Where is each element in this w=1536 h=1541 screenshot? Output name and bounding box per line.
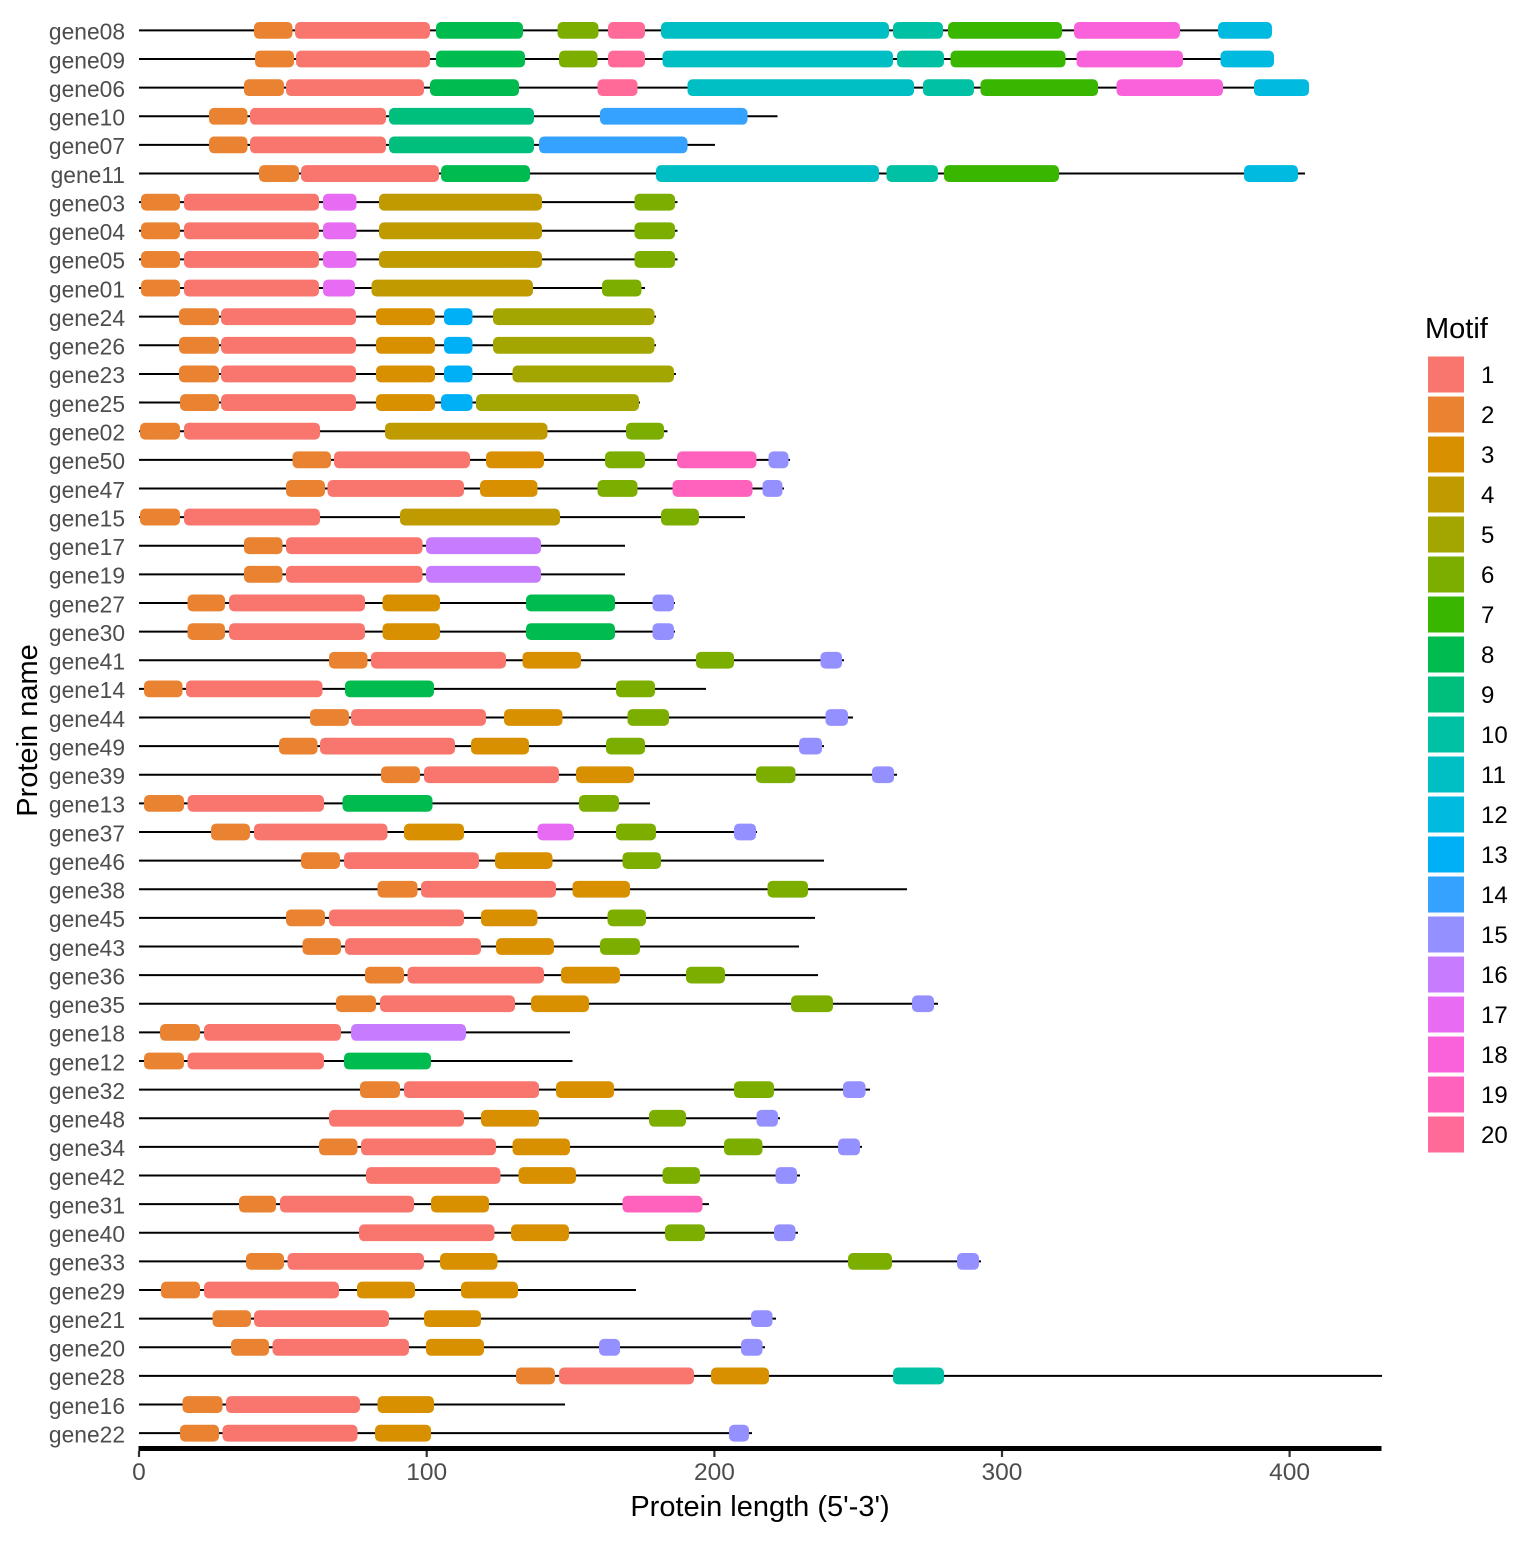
svg-text:gene21: gene21 xyxy=(49,1307,125,1333)
svg-text:gene49: gene49 xyxy=(49,734,125,760)
svg-text:gene47: gene47 xyxy=(49,477,125,503)
svg-text:gene08: gene08 xyxy=(49,19,125,45)
svg-text:gene07: gene07 xyxy=(49,133,125,159)
svg-text:gene09: gene09 xyxy=(49,47,125,73)
svg-text:gene30: gene30 xyxy=(49,620,125,646)
svg-text:1: 1 xyxy=(1481,362,1494,389)
svg-text:Protein name: Protein name xyxy=(12,644,44,817)
svg-text:4: 4 xyxy=(1481,482,1494,509)
svg-text:gene22: gene22 xyxy=(49,1421,125,1447)
svg-text:19: 19 xyxy=(1481,1082,1508,1109)
svg-text:gene36: gene36 xyxy=(49,963,125,989)
svg-text:3: 3 xyxy=(1481,442,1494,469)
svg-text:gene38: gene38 xyxy=(49,878,125,904)
svg-text:gene03: gene03 xyxy=(49,190,125,216)
svg-text:gene10: gene10 xyxy=(49,105,125,131)
svg-text:gene24: gene24 xyxy=(49,305,125,331)
svg-text:18: 18 xyxy=(1481,1042,1508,1069)
svg-text:gene43: gene43 xyxy=(49,935,125,961)
svg-text:gene18: gene18 xyxy=(49,1021,125,1047)
svg-text:gene35: gene35 xyxy=(49,992,125,1018)
svg-text:gene17: gene17 xyxy=(49,534,125,560)
svg-text:6: 6 xyxy=(1481,562,1494,589)
svg-text:Protein length (5'-3'): Protein length (5'-3') xyxy=(630,1491,889,1523)
svg-text:7: 7 xyxy=(1481,602,1494,629)
svg-text:gene37: gene37 xyxy=(49,820,125,846)
svg-text:2: 2 xyxy=(1481,402,1494,429)
svg-text:10: 10 xyxy=(1481,722,1508,749)
svg-text:gene33: gene33 xyxy=(49,1250,125,1276)
svg-text:gene44: gene44 xyxy=(49,706,125,732)
svg-text:gene23: gene23 xyxy=(49,362,125,388)
svg-text:gene32: gene32 xyxy=(49,1078,125,1104)
svg-text:200: 200 xyxy=(694,1459,735,1486)
svg-text:0: 0 xyxy=(132,1459,146,1486)
svg-text:gene04: gene04 xyxy=(49,219,125,245)
svg-text:gene29: gene29 xyxy=(49,1278,125,1304)
svg-text:gene40: gene40 xyxy=(49,1221,125,1247)
svg-text:16: 16 xyxy=(1481,962,1508,989)
svg-text:400: 400 xyxy=(1269,1459,1310,1486)
svg-text:300: 300 xyxy=(982,1459,1023,1486)
svg-text:20: 20 xyxy=(1481,1122,1508,1149)
svg-text:gene25: gene25 xyxy=(49,391,125,417)
svg-text:gene31: gene31 xyxy=(49,1192,125,1218)
svg-text:gene45: gene45 xyxy=(49,906,125,932)
svg-text:gene39: gene39 xyxy=(49,763,125,789)
svg-text:gene28: gene28 xyxy=(49,1364,125,1390)
svg-text:gene20: gene20 xyxy=(49,1336,125,1362)
svg-text:gene12: gene12 xyxy=(49,1049,125,1075)
svg-text:gene26: gene26 xyxy=(49,334,125,360)
svg-text:9: 9 xyxy=(1481,682,1494,709)
svg-text:gene11: gene11 xyxy=(51,162,125,188)
svg-text:15: 15 xyxy=(1481,922,1508,949)
svg-text:gene19: gene19 xyxy=(49,563,125,589)
svg-text:14: 14 xyxy=(1481,882,1508,909)
svg-text:17: 17 xyxy=(1481,1002,1508,1029)
svg-text:gene16: gene16 xyxy=(49,1393,125,1419)
svg-text:Motif: Motif xyxy=(1425,313,1489,345)
svg-text:gene41: gene41 xyxy=(49,649,125,675)
svg-text:gene27: gene27 xyxy=(49,591,125,617)
svg-text:gene14: gene14 xyxy=(49,677,125,703)
svg-text:13: 13 xyxy=(1481,842,1508,869)
svg-text:11: 11 xyxy=(1481,762,1506,789)
svg-text:gene02: gene02 xyxy=(49,419,125,445)
svg-text:100: 100 xyxy=(406,1459,447,1486)
svg-text:gene05: gene05 xyxy=(49,248,125,274)
svg-text:gene15: gene15 xyxy=(49,505,125,531)
svg-text:12: 12 xyxy=(1481,802,1508,829)
svg-text:gene50: gene50 xyxy=(49,448,125,474)
svg-text:5: 5 xyxy=(1481,522,1494,549)
svg-text:gene13: gene13 xyxy=(49,792,125,818)
svg-text:gene01: gene01 xyxy=(49,276,125,302)
svg-text:gene46: gene46 xyxy=(49,849,125,875)
svg-text:8: 8 xyxy=(1481,642,1494,669)
svg-text:gene34: gene34 xyxy=(49,1135,125,1161)
svg-text:gene48: gene48 xyxy=(49,1107,125,1133)
svg-text:gene42: gene42 xyxy=(49,1164,125,1190)
svg-text:gene06: gene06 xyxy=(49,76,125,102)
